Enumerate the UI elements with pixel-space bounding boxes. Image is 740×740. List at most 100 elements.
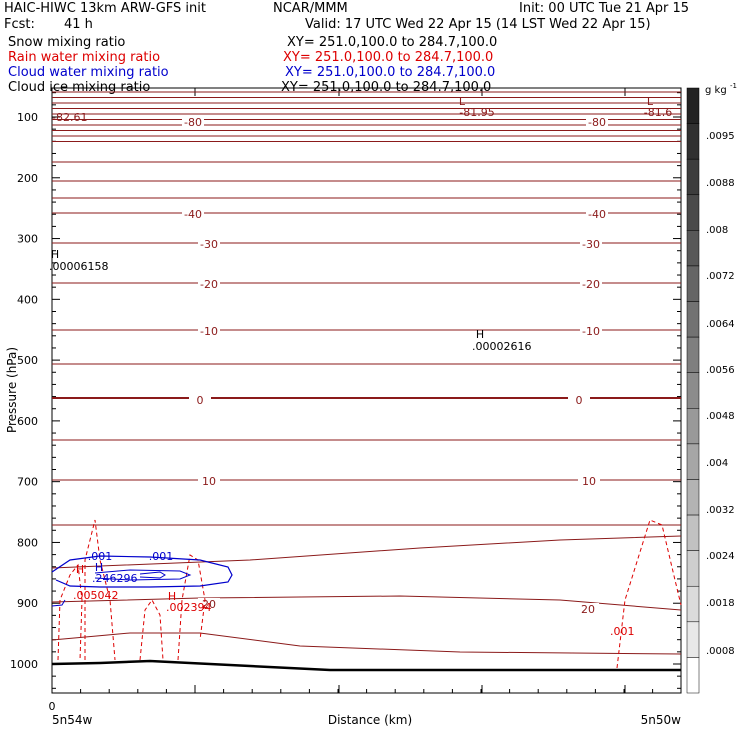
- temp-label-bg: [578, 475, 600, 486]
- field-xy-rain: XY= 251.0,100.0 to 284.7,100.0: [283, 50, 494, 65]
- temperature-label: -30: [200, 238, 218, 251]
- colorbar-label: .0095: [706, 131, 735, 142]
- temperature-label: 0: [197, 394, 204, 407]
- y-tick-label: 1000: [10, 658, 38, 671]
- temp-label-bg: [198, 278, 220, 289]
- contour-annotation: .001: [149, 550, 174, 563]
- x-end-label-right: 5n50w: [641, 713, 682, 727]
- colorbar-label: .004: [706, 458, 728, 469]
- temp-label-bg: [580, 238, 602, 249]
- contour-annotation: H: [168, 590, 176, 603]
- colorbar-label: .0008: [706, 646, 735, 657]
- colorbar-swatch: [686, 336, 700, 373]
- chart-title: HAIC-HIWC 13km ARW-GFS init: [4, 1, 206, 16]
- colorbar-label: .008: [706, 225, 728, 236]
- temp-label-bg: [577, 603, 599, 614]
- contour-annotation: H: [76, 563, 84, 576]
- colorbar-label: .0064: [706, 319, 735, 330]
- temperature-label: -20: [200, 278, 218, 291]
- temp-label-bg: [198, 475, 220, 486]
- y-tick-label: 300: [17, 233, 38, 246]
- temperature-label: -80: [184, 116, 202, 129]
- temperature-label: -20: [582, 278, 600, 291]
- colorbar-swatch: [686, 479, 700, 516]
- colorbar-swatch: [686, 514, 700, 551]
- contour-annotation: L: [459, 95, 466, 108]
- cloud-water-contour: [51, 555, 233, 588]
- colorbar-swatch: [686, 408, 700, 445]
- contour-annotation: .00002616: [472, 340, 532, 353]
- y-tick-label: 800: [17, 536, 38, 549]
- temperature-label: -10: [582, 325, 600, 338]
- contour-annotation: L: [647, 95, 654, 108]
- temp-label-bg: [198, 238, 220, 249]
- rain-contour: [177, 554, 206, 661]
- temperature-label: 0: [576, 394, 583, 407]
- colorbar-swatch: [686, 230, 700, 267]
- y-tick-label: 700: [17, 476, 38, 489]
- colorbar-label: .0088: [706, 178, 735, 189]
- colorbar-swatch: [686, 194, 700, 231]
- isotherm-line: [51, 535, 682, 569]
- y-tick-label: 600: [17, 415, 38, 428]
- y-tick-label: 100: [17, 111, 38, 124]
- colorbar-swatch: [686, 301, 700, 338]
- field-name-cloud-water: Cloud water mixing ratio: [8, 65, 169, 80]
- contour-annotation: .005042: [73, 589, 119, 602]
- x-axis-label: Distance (km): [328, 713, 412, 727]
- contour-annotation: -81.95: [459, 106, 494, 119]
- surface-line: [51, 659, 681, 672]
- temp-label-bg: [586, 208, 608, 219]
- temperature-label: 10: [202, 475, 216, 488]
- rain-contour: [139, 599, 164, 661]
- colorbar-swatch: [686, 123, 700, 160]
- x-end-label-left: 5n54w: [52, 713, 93, 727]
- cloud-water-contour-edge: [51, 599, 66, 607]
- field-xy-cloud-water: XY= 251.0,100.0 to 284.7,100.0: [285, 65, 496, 80]
- colorbar-label: .0048: [706, 411, 735, 422]
- temp-label-bg: [580, 325, 602, 336]
- fcst-value: 41 h: [64, 17, 93, 32]
- y-tick-label: 400: [17, 293, 38, 306]
- temp-label-bg: [568, 394, 590, 405]
- temperature-label: -80: [588, 116, 606, 129]
- colorbar-swatch: [686, 87, 700, 124]
- colorbar-swatch: [686, 657, 700, 694]
- contour-annotation: -82.61: [52, 111, 87, 124]
- colorbar-swatch: [686, 585, 700, 623]
- field-name-rain: Rain water mixing ratio: [8, 50, 161, 65]
- colorbar-swatch: [686, 372, 700, 409]
- y-tick-label: 500: [17, 354, 38, 367]
- init-time: Init: 00 UTC Tue 21 Apr 15: [519, 1, 690, 16]
- y-tick-label: 900: [17, 597, 38, 610]
- colorbar-label: .0024: [706, 551, 735, 562]
- colorbar-unit: g kg: [705, 85, 727, 96]
- colorbar-label: .0032: [706, 505, 735, 516]
- temperature-label: 10: [582, 475, 596, 488]
- colorbar-unit-exponent: -1: [730, 82, 737, 90]
- contour-annotation: .001: [88, 550, 113, 563]
- colorbar-label: .0056: [706, 365, 735, 376]
- valid-time: Valid: 17 UTC Wed 22 Apr 15 (14 LST Wed …: [305, 17, 651, 32]
- contour-annotation: .001: [610, 625, 635, 638]
- temp-label-bg: [182, 208, 204, 219]
- temp-label-bg: [198, 325, 220, 336]
- colorbar-swatch: [686, 158, 700, 196]
- contour-annotation: H: [51, 248, 59, 261]
- contour-annotation: .00006158: [49, 260, 109, 273]
- colorbar-swatch: [686, 550, 700, 587]
- colorbar-swatch: [686, 621, 700, 658]
- colorbar-swatch: [686, 265, 700, 302]
- temperature-label: -40: [184, 208, 202, 221]
- contour-annotation: .002394: [166, 601, 212, 614]
- temp-label-bg: [182, 116, 204, 127]
- contour-annotation: H: [476, 328, 484, 341]
- cloud-water-contour-inner: [94, 569, 192, 581]
- contour-annotation: .246296: [92, 572, 138, 585]
- cloud-water-contour-inner: [139, 571, 166, 579]
- y-tick-label: 200: [17, 172, 38, 185]
- rain-contour: [57, 563, 83, 661]
- x-tick-label-zero: 0: [49, 700, 56, 713]
- rain-contour: [616, 519, 682, 669]
- temp-label-bg: [198, 598, 220, 609]
